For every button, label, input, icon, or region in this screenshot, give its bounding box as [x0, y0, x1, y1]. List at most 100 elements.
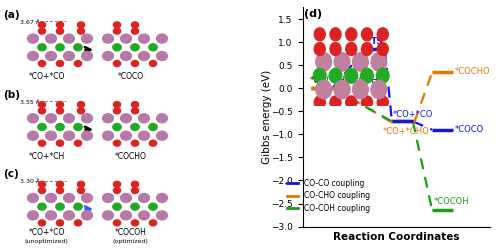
Text: TS: TS: [370, 37, 384, 46]
Circle shape: [132, 28, 138, 34]
Circle shape: [56, 28, 64, 34]
Circle shape: [38, 28, 46, 34]
Circle shape: [64, 52, 74, 61]
Circle shape: [74, 140, 82, 146]
Circle shape: [46, 52, 56, 61]
Circle shape: [156, 114, 168, 123]
Circle shape: [78, 181, 84, 187]
Circle shape: [78, 102, 84, 108]
Circle shape: [28, 34, 38, 43]
Circle shape: [114, 108, 120, 114]
Circle shape: [114, 220, 120, 226]
Y-axis label: Gibbs energy (eV): Gibbs energy (eV): [262, 70, 272, 164]
Circle shape: [114, 28, 120, 34]
Circle shape: [114, 140, 120, 146]
Circle shape: [46, 211, 56, 220]
Circle shape: [138, 131, 149, 140]
X-axis label: Reaction Coordinates: Reaction Coordinates: [333, 232, 460, 242]
Circle shape: [132, 61, 138, 66]
Text: *COCOH: *COCOH: [434, 197, 470, 206]
Circle shape: [120, 193, 132, 202]
Circle shape: [132, 108, 138, 114]
Circle shape: [132, 140, 138, 146]
Circle shape: [114, 22, 120, 28]
Circle shape: [120, 131, 132, 140]
Circle shape: [38, 124, 46, 130]
Circle shape: [64, 34, 74, 43]
Circle shape: [102, 131, 114, 140]
Text: (optimized): (optimized): [112, 239, 148, 244]
Circle shape: [64, 193, 74, 202]
Circle shape: [150, 61, 156, 66]
Text: *CO/*CHO/*COH: *CO/*CHO/*COH: [310, 76, 378, 85]
Text: 3.55 Å: 3.55 Å: [20, 100, 40, 105]
Circle shape: [38, 22, 46, 28]
Text: *CO+*CO: *CO+*CO: [392, 110, 433, 119]
Text: (a): (a): [3, 10, 20, 20]
Circle shape: [28, 52, 38, 61]
Circle shape: [150, 140, 156, 146]
Text: (unoptimized): (unoptimized): [24, 239, 68, 244]
Circle shape: [131, 124, 139, 130]
Circle shape: [113, 124, 121, 130]
Text: 3.67 Å: 3.67 Å: [20, 20, 40, 25]
Circle shape: [132, 187, 138, 193]
Circle shape: [114, 61, 120, 66]
Circle shape: [149, 203, 157, 210]
Circle shape: [132, 220, 138, 226]
Circle shape: [46, 34, 56, 43]
Circle shape: [38, 102, 46, 108]
Circle shape: [64, 131, 74, 140]
Circle shape: [74, 124, 82, 130]
Circle shape: [131, 203, 139, 210]
Circle shape: [64, 114, 74, 123]
Text: *COCO: *COCO: [118, 72, 144, 81]
Circle shape: [56, 44, 64, 51]
Circle shape: [56, 140, 64, 146]
Circle shape: [28, 114, 38, 123]
Circle shape: [46, 193, 56, 202]
Circle shape: [56, 187, 64, 193]
Circle shape: [82, 114, 92, 123]
Circle shape: [56, 108, 64, 114]
Text: *CO+*CO: *CO+*CO: [28, 72, 64, 81]
Circle shape: [74, 203, 82, 210]
Text: *COCHO: *COCHO: [114, 152, 146, 161]
Text: (c): (c): [3, 169, 19, 179]
Circle shape: [78, 187, 84, 193]
Circle shape: [102, 52, 114, 61]
Circle shape: [138, 211, 149, 220]
Circle shape: [56, 203, 64, 210]
Circle shape: [38, 187, 46, 193]
Circle shape: [82, 34, 92, 43]
Circle shape: [132, 102, 138, 108]
Circle shape: [28, 193, 38, 202]
Circle shape: [102, 211, 114, 220]
Text: (d): (d): [304, 9, 322, 19]
Circle shape: [138, 52, 149, 61]
Circle shape: [156, 193, 168, 202]
Text: *COCOH: *COCOH: [114, 228, 146, 237]
Circle shape: [28, 131, 38, 140]
Circle shape: [74, 61, 82, 66]
Circle shape: [156, 211, 168, 220]
Circle shape: [150, 220, 156, 226]
Circle shape: [38, 181, 46, 187]
Circle shape: [113, 44, 121, 51]
Circle shape: [131, 44, 139, 51]
Circle shape: [78, 22, 84, 28]
Circle shape: [114, 181, 120, 187]
Circle shape: [120, 34, 132, 43]
Circle shape: [38, 44, 46, 51]
Circle shape: [102, 114, 114, 123]
Circle shape: [46, 114, 56, 123]
Circle shape: [120, 211, 132, 220]
Circle shape: [114, 187, 120, 193]
Circle shape: [156, 131, 168, 140]
Circle shape: [74, 220, 82, 226]
Circle shape: [82, 131, 92, 140]
Text: *CO+*CH: *CO+*CH: [28, 152, 64, 161]
Text: *CO+*CO: *CO+*CO: [28, 228, 64, 237]
Circle shape: [46, 131, 56, 140]
Circle shape: [38, 61, 46, 66]
